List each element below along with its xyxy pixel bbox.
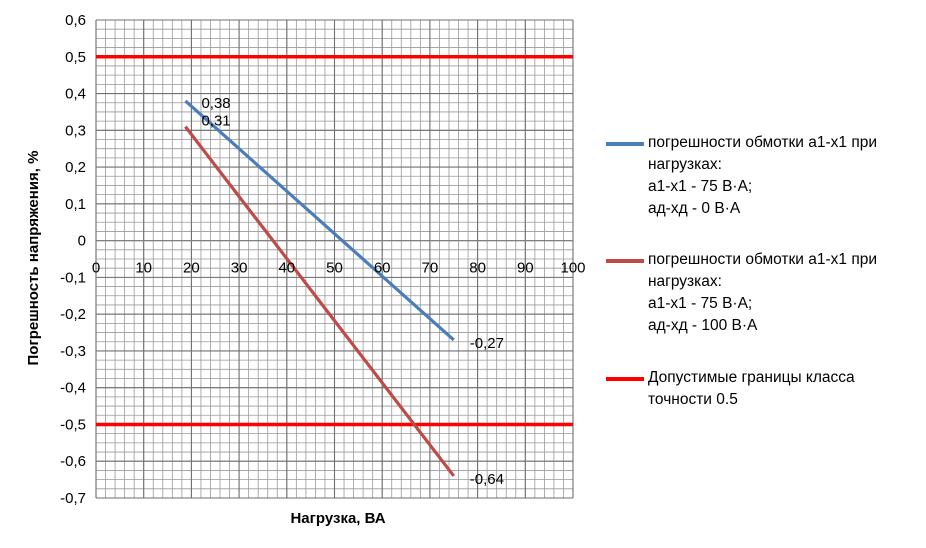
series-line-1: [184, 99, 455, 342]
x-tick-label: 50: [326, 260, 343, 277]
x-tick-label: 10: [135, 260, 152, 277]
x-tick-label: 60: [374, 260, 391, 277]
y-tick-label: -0,2: [60, 306, 86, 323]
y-tick-label: -0,1: [60, 269, 86, 286]
y-tick-label: -0,5: [60, 416, 86, 433]
legend-label-series-1: погрешности обмотки а1-х1 при нагрузках:…: [648, 134, 878, 217]
x-axis-title: Нагрузка, ВА: [290, 510, 385, 527]
x-tick-label: 40: [278, 260, 295, 277]
x-tick-label: 90: [517, 260, 534, 277]
y-tick-label: 0,3: [65, 122, 86, 139]
legend-swatch-series-1: [606, 142, 644, 146]
y-tick-label: 0,1: [65, 196, 86, 213]
y-tick-label: -0,4: [60, 380, 86, 397]
y-axis-title: Погрешность напряжения, %: [25, 151, 42, 366]
x-tick-label: 100: [560, 260, 585, 277]
series-line-2: [184, 125, 456, 477]
data-labels: 0,38 -0,27 0,31 -0,64: [201, 95, 504, 488]
legend-label-series-2: погрешности обмотки а1-х1 при нагрузках:…: [648, 251, 878, 334]
y-tick-label: 0,2: [65, 159, 86, 176]
legend-label-limits: Допустимые границы класса точности 0.5: [648, 369, 855, 408]
y-tick-label: 0,4: [65, 86, 86, 103]
y-tick-label: 0,6: [65, 12, 86, 29]
data-series: [184, 99, 456, 477]
data-label: -0,64: [470, 471, 504, 488]
y-tick-label: -0,3: [60, 343, 86, 360]
x-tick-label: 80: [469, 260, 486, 277]
y-tick-label: -0,7: [60, 490, 86, 507]
x-tick-label: 0: [92, 260, 100, 277]
legend-swatch-series-2: [606, 259, 644, 263]
x-tick-label: 30: [231, 260, 248, 277]
x-tick-label: 70: [422, 260, 439, 277]
tolerance-limit-lines: [96, 55, 573, 427]
axis-ticks: 0 10 20 30 40 50 60 70 80 90 100 0,6 0,5 0,4 0,3 0,2 0,1…: [60, 12, 585, 507]
y-tick-label: 0,5: [65, 49, 86, 66]
y-tick-label: 0: [78, 233, 86, 250]
legend-swatch-limits: [606, 377, 644, 381]
data-label: 0,31: [201, 113, 230, 130]
x-tick-label: 20: [183, 260, 200, 277]
data-label: 0,38: [201, 95, 230, 112]
y-tick-label: -0,6: [60, 453, 86, 470]
data-label: -0,27: [470, 335, 504, 352]
